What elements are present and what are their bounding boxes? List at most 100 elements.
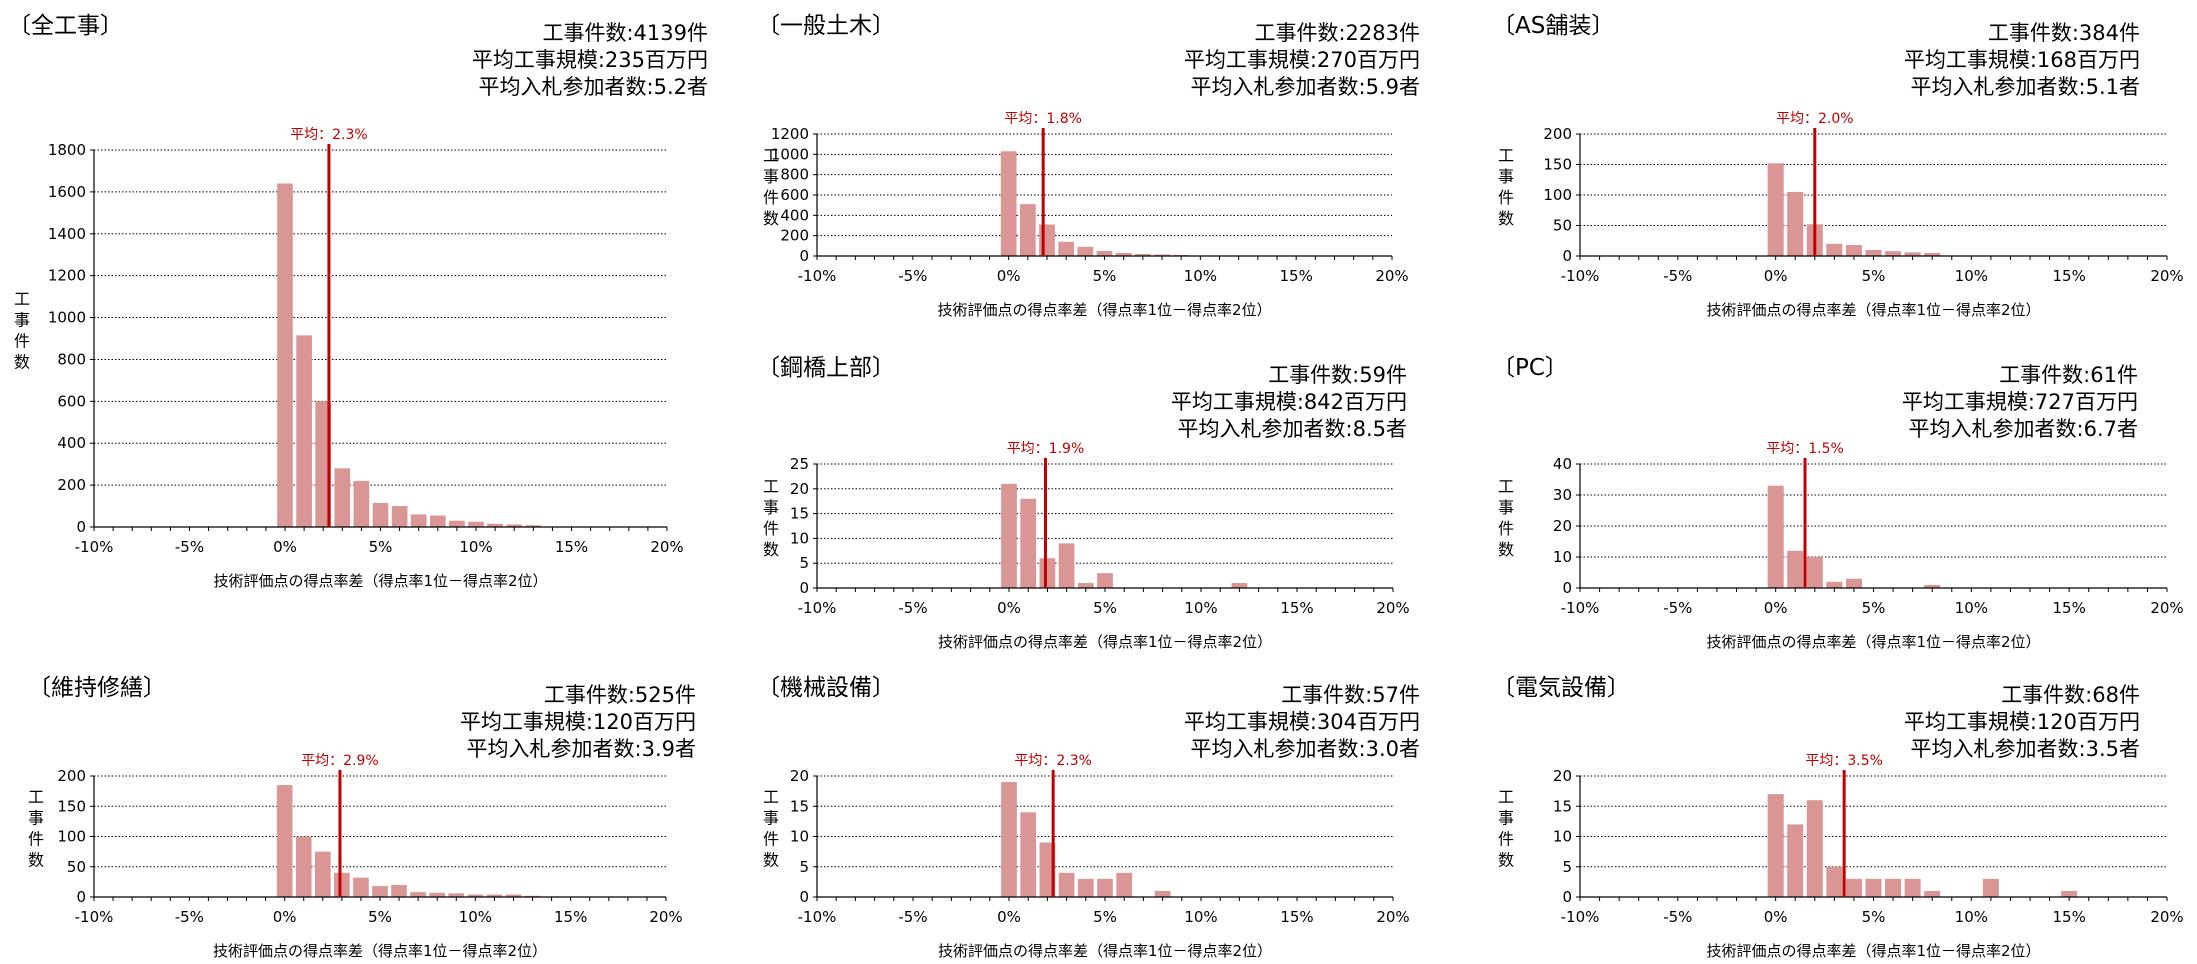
- y-tick-label: 1200: [771, 125, 809, 143]
- stat-avg-bidders-label: 平均入札参加者数:: [1190, 737, 1366, 761]
- y-tick-label: 1600: [48, 183, 86, 201]
- histogram-chart: 0 5 10 15 20 -10% -5% 0% 5% 10% 15% 20% 技術評価点の得点率差（得…: [763, 753, 1410, 960]
- histogram-bar: [1845, 578, 1862, 588]
- histogram-bar: [1904, 878, 1921, 897]
- histogram-bar: [1767, 485, 1784, 588]
- y-tick-label: 200: [57, 476, 86, 494]
- stat-avg-scale-label: 平均工事規模:: [1901, 390, 2035, 414]
- stat-count: 工事件数:68件: [1904, 682, 2140, 709]
- y-tick-label: 800: [57, 350, 86, 368]
- x-axis-title: 技術評価点の得点率差（得点率1位－得点率2位）: [1706, 301, 2040, 319]
- y-tick-label: 40: [1553, 455, 1572, 473]
- mean-label: 平均：3.5%: [1805, 753, 1883, 769]
- stat-avg-scale-label: 平均工事規模:: [1183, 48, 1317, 72]
- y-tick-label: 600: [57, 392, 86, 410]
- y-tick-label: 0: [1562, 579, 1572, 597]
- x-tick-label: -5%: [898, 267, 927, 285]
- panel-electrical: 〔電気設備〕 工事件数:68件 平均工事規模:120百万円 平均入札参加者数:3.5者…: [1492, 668, 2192, 964]
- y-tick-label: 100: [57, 828, 86, 846]
- y-tick-label: 0: [76, 518, 86, 536]
- histogram-bar: [1904, 252, 1921, 256]
- histogram-bar: [1096, 250, 1113, 256]
- y-tick-label: 150: [57, 797, 86, 815]
- histogram-bar: [1924, 890, 1941, 897]
- stat-avg-bidders-label: 平均入札参加者数:: [1190, 75, 1366, 99]
- histogram-bar: [1924, 252, 1941, 256]
- y-tick-label: 400: [780, 206, 809, 224]
- x-tick-label: 20%: [2150, 908, 2183, 926]
- panel-title: 〔AS舗装〕: [1492, 13, 1615, 39]
- stat-avg-scale: 平均工事規模:120百万円: [460, 709, 696, 736]
- histogram-bar: [277, 183, 293, 527]
- x-axis-title: 技術評価点の得点率差（得点率1位－得点率2位）: [213, 942, 547, 960]
- stat-count-value: 61件: [2090, 363, 2138, 387]
- stat-avg-bidders-label: 平均入札参加者数:: [1910, 75, 2086, 99]
- x-tick-label: 0%: [1764, 908, 1788, 926]
- histogram-bar: [1077, 246, 1094, 256]
- x-tick-label: 0%: [997, 267, 1021, 285]
- y-tick-label: 200: [1543, 125, 1572, 143]
- x-tick-label: 5%: [1862, 267, 1886, 285]
- y-tick-label: 10: [1553, 828, 1572, 846]
- mean-label: 平均：1.5%: [1766, 441, 1844, 457]
- stat-count: 工事件数:57件: [1184, 682, 1420, 709]
- histogram-bar: [525, 525, 542, 527]
- histogram-bar: [334, 468, 351, 527]
- mean-label: 平均：2.9%: [301, 753, 379, 769]
- histogram-bar: [1020, 498, 1037, 588]
- panel-pc: 〔PC〕 工事件数:61件 平均工事規模:727百万円 平均入札参加者数:6.7者 0 1…: [1492, 348, 2192, 651]
- stat-count-label: 工事件数:: [1987, 21, 2079, 45]
- mean-label: 平均：2.0%: [1776, 111, 1854, 127]
- stat-count-label: 工事件数:: [1281, 683, 1373, 707]
- x-tick-label: -5%: [898, 908, 927, 926]
- histogram-chart: 0 200 400 600 800 1000 1200 1400 1600 1800 -10% -5%…: [14, 127, 684, 590]
- histogram-bar: [506, 524, 523, 527]
- histogram-bar: [1001, 483, 1017, 588]
- stat-avg-scale-value: 270百万円: [1316, 48, 1420, 72]
- histogram-bar: [1826, 243, 1843, 256]
- histogram-bar: [410, 892, 426, 897]
- stat-count: 工事件数:4139件: [472, 20, 708, 47]
- x-tick-label: 0%: [273, 538, 297, 556]
- histogram-bar: [353, 480, 370, 527]
- y-tick-label: 20: [790, 767, 809, 785]
- x-axis-title: 技術評価点の得点率差（得点率1位－得点率2位）: [937, 301, 1271, 319]
- stat-count-value: 68件: [2092, 683, 2140, 707]
- x-axis-title: 技術評価点の得点率差（得点率1位－得点率2位）: [1706, 942, 2040, 960]
- y-axis-title: 工事件数: [1498, 788, 1514, 870]
- x-tick-label: 20%: [1375, 267, 1408, 285]
- panel-stats: 工事件数:384件 平均工事規模:168百万円 平均入札参加者数:5.1者: [1904, 20, 2140, 101]
- stat-avg-bidders: 平均入札参加者数:5.2者: [472, 74, 708, 101]
- stat-avg-bidders-value: 5.1者: [2085, 75, 2140, 99]
- stat-count-value: 57件: [1372, 683, 1420, 707]
- panel-title: 〔鋼橋上部〕: [757, 355, 895, 381]
- y-tick-label: 1000: [771, 145, 809, 163]
- x-tick-label: 20%: [649, 908, 682, 926]
- stat-avg-scale-value: 304百万円: [1316, 710, 1420, 734]
- histogram-bar: [449, 520, 465, 527]
- stat-count-label: 工事件数:: [1254, 21, 1346, 45]
- stat-avg-bidders-value: 6.7者: [2083, 417, 2138, 441]
- x-axis-title: 技術評価点の得点率差（得点率1位－得点率2位）: [213, 572, 547, 590]
- histogram-chart: 0 50 100 150 200 -10% -5% 0% 5% 10% 15% 20% 技術評価点の得点…: [28, 753, 683, 960]
- x-tick-label: 15%: [1280, 908, 1313, 926]
- y-tick-label: 15: [790, 505, 809, 523]
- y-tick-label: 0: [799, 888, 809, 906]
- stat-avg-bidders: 平均入札参加者数:8.5者: [1171, 416, 1407, 443]
- stat-avg-scale-label: 平均工事規模:: [1903, 48, 2037, 72]
- histogram-chart: 0 5 10 15 20 25 -10% -5% 0% 5% 10% 15% 20% 技術評価点の得点率差…: [763, 441, 1410, 651]
- histogram-bar: [1115, 252, 1132, 256]
- stat-count-value: 525件: [634, 683, 696, 707]
- y-tick-label: 0: [76, 888, 86, 906]
- y-tick-label: 15: [1553, 797, 1572, 815]
- y-axis-title: 工事件数: [763, 477, 779, 559]
- panel-stats: 工事件数:57件 平均工事規模:304百万円 平均入札参加者数:3.0者: [1184, 682, 1420, 763]
- stat-avg-bidders-label: 平均入札参加者数:: [478, 75, 654, 99]
- histogram-bar: [1058, 872, 1075, 897]
- y-tick-label: 10: [790, 828, 809, 846]
- stat-avg-bidders: 平均入札参加者数:5.1者: [1904, 74, 2140, 101]
- mean-label: 平均：1.9%: [1007, 441, 1085, 457]
- y-tick-label: 25: [790, 455, 809, 473]
- histogram-bar: [1865, 878, 1882, 897]
- x-tick-label: 20%: [1376, 599, 1409, 617]
